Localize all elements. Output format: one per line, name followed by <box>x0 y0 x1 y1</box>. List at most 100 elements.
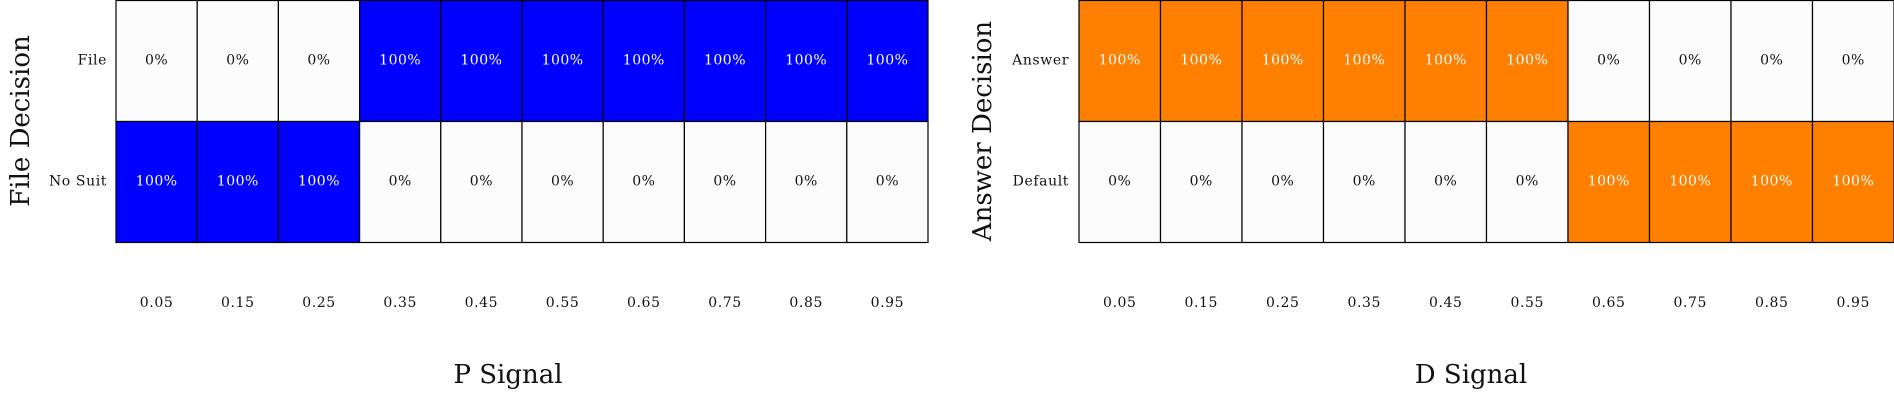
p-signal-heatmap: File Decision File No Suit 0% 0% 0% 100% 100%… <box>6 0 929 390</box>
p-signal-cell <box>440 0 523 123</box>
d-signal-cell <box>1078 120 1162 244</box>
d-signal-cells: 100% 100% 100% 100% 100% 100% 0% 0% 0% 0% 0% 0% 0% 0%… <box>1078 0 1894 244</box>
p-signal-x-tick-label: 0.45 <box>465 295 499 311</box>
p-signal-cell <box>277 0 361 123</box>
d-signal-cell <box>1485 120 1569 244</box>
p-signal-row-label-no-suit: No Suit <box>49 174 107 190</box>
d-signal-cell <box>1404 0 1488 123</box>
d-signal-cell-value: 0% <box>1190 174 1213 190</box>
d-signal-cell <box>1078 0 1162 123</box>
p-signal-x-tick-label: 0.95 <box>871 295 905 311</box>
p-signal-cell-value: 0% <box>226 53 249 69</box>
d-signal-cell <box>1730 0 1814 123</box>
p-signal-cell <box>846 0 929 123</box>
p-signal-cell-value: 0% <box>307 53 330 69</box>
p-signal-x-tick-label: 0.15 <box>221 295 255 311</box>
d-signal-cell-value: 0% <box>1108 174 1131 190</box>
d-signal-x-tick-label: 0.25 <box>1266 295 1300 311</box>
d-signal-x-tick-label: 0.85 <box>1755 295 1789 311</box>
d-signal-cell-value: 0% <box>1679 53 1702 69</box>
d-signal-x-tick-label: 0.55 <box>1510 295 1544 311</box>
d-signal-cell-value: 0% <box>1434 174 1457 190</box>
p-signal-cell-value: 100% <box>298 174 340 190</box>
p-signal-cell <box>683 0 767 123</box>
d-signal-cell <box>1567 120 1651 244</box>
p-signal-cell-value: 0% <box>876 174 899 190</box>
d-signal-x-tick-label: 0.15 <box>1184 295 1218 311</box>
d-signal-cell <box>1648 120 1732 244</box>
p-signal-cell-value: 100% <box>136 174 178 190</box>
d-signal-ylabel: Answer Decision <box>968 21 998 243</box>
d-signal-x-tick-label: 0.95 <box>1836 295 1870 311</box>
p-signal-cell <box>602 120 686 244</box>
p-signal-cell <box>521 120 604 244</box>
p-signal-row-labels: File No Suit <box>49 53 107 190</box>
p-signal-x-tick-label: 0.35 <box>383 295 417 311</box>
d-signal-row-labels: Answer Default <box>1011 53 1069 190</box>
d-signal-cell-value: 0% <box>1516 174 1539 190</box>
d-signal-cell <box>1811 0 1894 123</box>
d-signal-cell-value: 100% <box>1669 174 1711 190</box>
d-signal-cell-value: 100% <box>1180 53 1222 69</box>
p-signal-cell-value: 0% <box>389 174 412 190</box>
p-signal-row-label-file: File <box>78 53 107 69</box>
p-signal-cell-value: 100% <box>460 53 502 69</box>
p-signal-cell-value: 100% <box>704 53 746 69</box>
p-signal-cell-value: 100% <box>542 53 584 69</box>
d-signal-cell-value: 0% <box>1597 53 1620 69</box>
d-signal-row-label-default: Default <box>1013 174 1069 190</box>
d-signal-cell-value: 100% <box>1099 53 1141 69</box>
d-signal-cell-value: 0% <box>1271 174 1294 190</box>
p-signal-cell-value: 0% <box>632 174 655 190</box>
d-signal-cell-value: 100% <box>1832 174 1874 190</box>
d-signal-cell <box>1811 120 1894 244</box>
d-signal-x-tick-label: 0.35 <box>1347 295 1381 311</box>
d-signal-x-tick-label: 0.65 <box>1592 295 1626 311</box>
d-signal-cell-value: 0% <box>1842 53 1865 69</box>
p-signal-cell-value: 100% <box>379 53 421 69</box>
p-signal-cell <box>764 120 848 244</box>
p-signal-cell-value: 100% <box>217 174 259 190</box>
p-signal-cell <box>359 0 442 123</box>
p-signal-cell-value: 0% <box>145 53 168 69</box>
p-signal-cell-value: 100% <box>785 53 827 69</box>
d-signal-cell <box>1648 0 1732 123</box>
p-signal-cell <box>521 0 604 123</box>
p-signal-cell-value: 0% <box>551 174 574 190</box>
p-signal-xlabel: P Signal <box>453 360 562 390</box>
d-signal-cell-value: 0% <box>1353 174 1376 190</box>
p-signal-cell <box>196 0 279 123</box>
d-signal-x-tick-label: 0.45 <box>1429 295 1463 311</box>
d-signal-cell-value: 100% <box>1343 53 1385 69</box>
p-signal-cell-value: 100% <box>623 53 665 69</box>
p-signal-cell-value: 0% <box>470 174 493 190</box>
p-signal-cell <box>277 120 361 244</box>
d-signal-cell <box>1404 120 1488 244</box>
d-signal-cell <box>1567 0 1651 123</box>
d-signal-x-tick-label: 0.75 <box>1673 295 1707 311</box>
d-signal-cell <box>1241 120 1325 244</box>
p-signal-cell-value: 0% <box>795 174 818 190</box>
p-signal-x-tick-label: 0.75 <box>708 295 742 311</box>
d-signal-cell <box>1159 0 1243 123</box>
p-signal-cell-value: 0% <box>713 174 736 190</box>
p-signal-cell <box>115 0 198 123</box>
p-signal-x-tick-label: 0.05 <box>140 295 174 311</box>
p-signal-x-tick-label: 0.65 <box>627 295 661 311</box>
d-signal-cell <box>1241 0 1325 123</box>
p-signal-cell <box>359 120 442 244</box>
p-signal-x-tick-label: 0.25 <box>302 295 336 311</box>
p-signal-cell-value: 100% <box>866 53 908 69</box>
d-signal-row-label-answer: Answer <box>1011 53 1069 69</box>
d-signal-cell <box>1730 120 1814 244</box>
d-signal-cell-value: 100% <box>1751 174 1793 190</box>
d-signal-cell <box>1159 120 1243 244</box>
d-signal-cell-value: 100% <box>1262 53 1304 69</box>
d-signal-cell-value: 100% <box>1588 174 1630 190</box>
d-signal-cell-value: 0% <box>1760 53 1783 69</box>
d-signal-x-tick-label: 0.05 <box>1103 295 1137 311</box>
p-signal-ylabel: File Decision <box>6 35 36 207</box>
p-signal-cell <box>196 120 279 244</box>
